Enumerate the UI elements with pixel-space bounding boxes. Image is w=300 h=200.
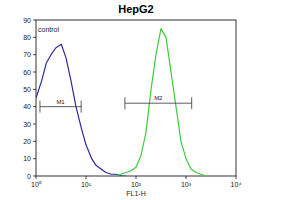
y-tick-label: 90 [23, 17, 31, 24]
chart: HepG2 0 10 20 30 40 50 60 70 80 90 10⁰ 10¹ 10² 10³ 10⁴ F… [0, 0, 300, 200]
x-tick [36, 176, 37, 179]
marker-label: M2 [154, 95, 163, 101]
y-tick-label: 20 [23, 138, 31, 145]
y-tick-label: 40 [23, 103, 31, 110]
x-tick-label: 10³ [181, 181, 192, 188]
x-tick [136, 176, 137, 179]
y-tick [33, 176, 36, 177]
x-tick-label: 10¹ [81, 181, 92, 188]
y-tick-label: 0 [27, 173, 31, 180]
series-line [116, 29, 206, 176]
marker-label: M1 [56, 99, 65, 105]
y-tick [33, 72, 36, 73]
marker-end [191, 97, 192, 109]
y-tick [33, 20, 36, 21]
y-tick-label: 60 [23, 69, 31, 76]
y-tick-label: 80 [23, 34, 31, 41]
y-tick-label: 70 [23, 51, 31, 58]
plot-frame [36, 20, 236, 176]
marker-end [39, 101, 40, 113]
x-axis-label: FL1-H [126, 190, 145, 197]
y-tick [33, 124, 36, 125]
series-line [36, 44, 126, 176]
y-tick-label: 30 [23, 121, 31, 128]
series-label: control [38, 26, 59, 33]
title: HepG2 [118, 3, 153, 15]
y-tick [33, 89, 36, 90]
y-tick [33, 54, 36, 55]
marker-bar [40, 106, 81, 107]
y-tick [33, 141, 36, 142]
y-tick-label: 50 [23, 86, 31, 93]
x-tick-label: 10⁴ [231, 181, 242, 188]
x-tick-label: 10⁰ [31, 181, 42, 188]
x-tick [236, 176, 237, 179]
x-tick [86, 176, 87, 179]
y-tick [33, 37, 36, 38]
marker-end [124, 97, 125, 109]
y-tick [33, 106, 36, 107]
marker-bar [125, 103, 192, 104]
y-tick [33, 158, 36, 159]
x-tick-label: 10² [131, 181, 142, 188]
x-tick [186, 176, 187, 179]
y-tick-label: 10 [23, 155, 31, 162]
marker-end [81, 101, 82, 113]
plot-area [36, 29, 206, 176]
